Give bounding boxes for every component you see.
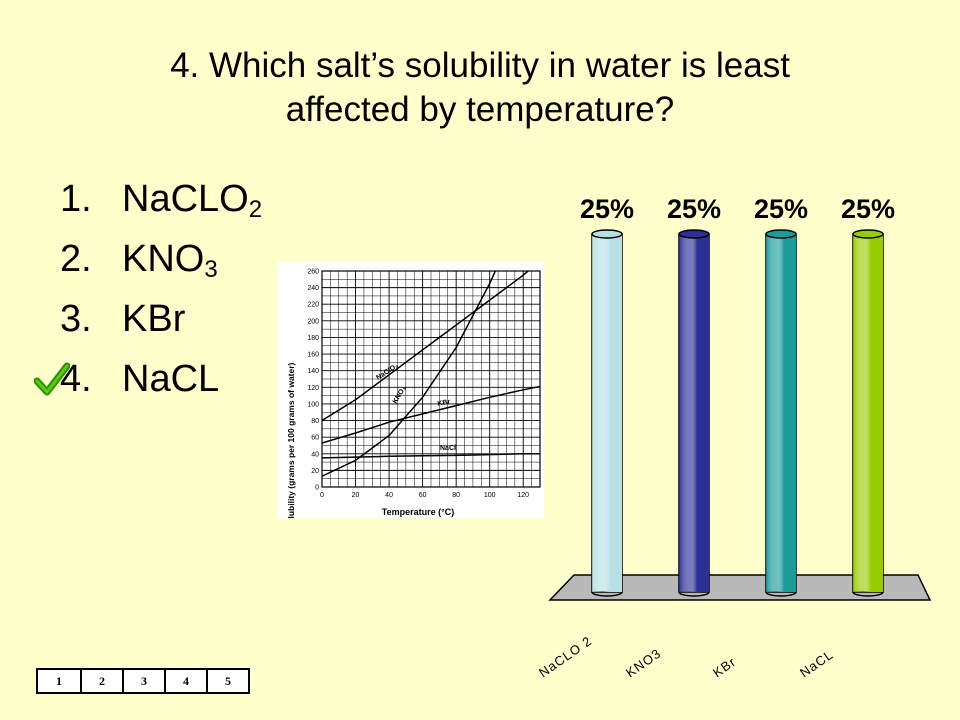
curve-label: KBr <box>437 398 451 408</box>
percent-label: 25% <box>840 194 896 224</box>
counter-cell-3: 3 <box>122 670 164 692</box>
question-title: 4. Which salt’s solubility in water is l… <box>60 44 900 132</box>
response-counter: 1 2 3 4 5 <box>36 668 250 694</box>
answer-text: NaCL <box>122 358 220 400</box>
x-tick-label: 60 <box>419 492 427 499</box>
counter-cell-1: 1 <box>56 674 62 688</box>
category-label: NaCL <box>797 646 837 681</box>
counter-cell-4: 4 <box>164 670 206 692</box>
counter-cell-2: 2 <box>80 670 122 692</box>
solubility-curve-2 <box>322 271 497 477</box>
y-tick-label: 260 <box>307 269 319 276</box>
y-tick-label: 100 <box>307 401 319 408</box>
y-tick-label: 120 <box>307 385 319 392</box>
chart-floor <box>548 574 932 601</box>
y-tick-label: 180 <box>307 335 319 342</box>
solubility-curve-4 <box>322 453 540 459</box>
solubility-graph-image: 260 240 220 200 180 160 140 120 100 80 60 40 20 0 0 20… <box>278 262 544 518</box>
y-tick-label: 160 <box>307 352 319 359</box>
chart-bars <box>591 229 884 597</box>
category-label: KBr <box>710 653 739 681</box>
answer-subscript: 2 <box>248 196 263 223</box>
x-tick-label: 120 <box>517 492 529 499</box>
solubility-grid <box>321 270 541 488</box>
solubility-x-ticks: 0 20 40 60 80 100 120 <box>320 492 529 499</box>
y-tick-label: 140 <box>307 368 319 375</box>
y-tick-label: 20 <box>311 468 319 475</box>
question-title-line-1: 4. Which salt’s solubility in water is l… <box>170 46 790 85</box>
y-tick-label: 220 <box>307 302 319 309</box>
y-tick-label: 80 <box>311 418 319 425</box>
question-title-line-2: affected by temperature? <box>285 90 675 129</box>
x-tick-label: 20 <box>352 492 360 499</box>
bar-2 <box>678 229 710 597</box>
x-tick-label: 100 <box>484 492 496 499</box>
curve-label: NaCl <box>440 445 456 452</box>
y-tick-label: 40 <box>311 451 319 458</box>
bar-3 <box>765 229 797 597</box>
solubility-y-axis-label: Solubility (grams per 100 grams of water… <box>286 362 296 518</box>
y-tick-label: 60 <box>311 435 319 442</box>
percent-label: 25% <box>666 194 722 224</box>
answer-text: KNO3 <box>122 238 218 283</box>
x-tick-label: 80 <box>452 492 460 499</box>
chart-floor-plane <box>548 574 932 601</box>
answer-text: KBr <box>122 298 186 340</box>
solubility-curve-3 <box>322 385 540 444</box>
answer-text: NaCLO2 <box>122 178 263 223</box>
answer-number: 1. <box>60 178 92 220</box>
bar-1 <box>591 229 623 597</box>
checkmark-icon <box>33 362 71 403</box>
percent-label: 25% <box>753 194 809 224</box>
y-tick-label: 240 <box>307 285 319 292</box>
y-tick-label: 0 <box>315 485 319 492</box>
answer-number: 2. <box>60 238 92 280</box>
curve-label: KNO₃ <box>392 385 408 405</box>
y-tick-label: 200 <box>307 318 319 325</box>
solubility-curves <box>322 271 540 477</box>
bar-4 <box>852 229 884 597</box>
percent-label: 25% <box>579 194 635 224</box>
x-tick-label: 40 <box>385 492 393 499</box>
answer-number: 3. <box>60 298 92 340</box>
x-tick-label: 0 <box>320 492 324 499</box>
answer-subscript: 3 <box>204 256 218 283</box>
counter-cell-5: 5 <box>206 670 248 692</box>
solubility-x-axis-label: Temperature (°C) <box>382 507 454 517</box>
solubility-curve-1 <box>322 271 530 422</box>
category-label: KNO3 <box>623 645 664 681</box>
